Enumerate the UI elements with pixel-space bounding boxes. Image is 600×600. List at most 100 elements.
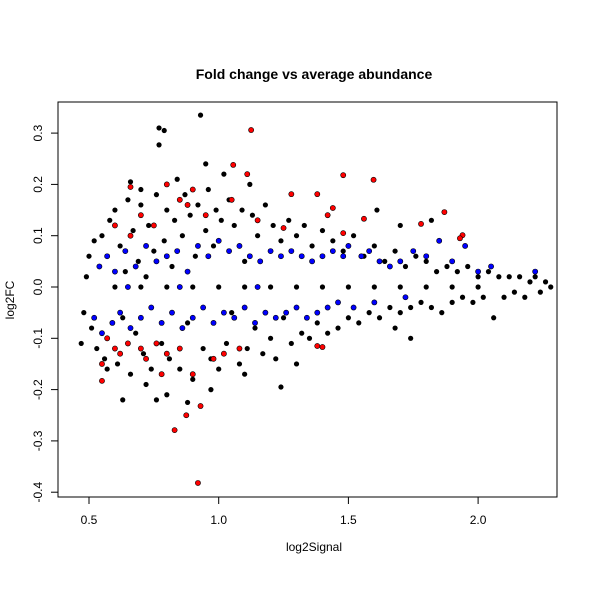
data-point [506,274,512,280]
data-point [293,233,300,239]
data-point [231,314,238,321]
data-point [423,284,429,290]
points-layer [78,112,554,486]
data-point [491,315,497,321]
data-point [340,230,347,237]
y-tick-label: -0.3 [31,430,45,451]
data-point [184,399,191,406]
data-point [242,284,248,290]
data-point [86,253,92,259]
data-point [532,268,539,275]
data-point [190,284,196,290]
data-point [392,248,398,254]
data-point [156,125,162,131]
data-point [148,304,155,311]
data-point [361,215,367,222]
data-point [475,284,481,290]
data-point [370,176,377,183]
data-point [288,340,294,347]
data-point [262,309,269,316]
data-point [133,330,139,336]
data-point [205,186,211,193]
data-point [241,304,248,311]
data-point [324,304,331,311]
data-point [223,340,230,347]
data-point [239,207,245,213]
data-point [397,258,404,265]
data-point [122,248,129,254]
data-point [127,325,134,331]
data-point [137,345,144,352]
data-point [329,248,336,254]
data-point [408,304,414,311]
data-point [345,284,351,290]
data-point [197,403,204,409]
data-point [153,258,160,265]
data-point [177,366,183,372]
axes: 0.5 1.0 1.5 2.0 -0.4 -0.3 -0.2 -0.1 0.0 0.1 0.2 0.3 [31,124,487,527]
data-point [244,171,251,178]
data-point [457,235,463,242]
plot-box [57,101,558,498]
data-point [117,309,124,316]
data-point [208,387,214,393]
data-point [501,294,507,300]
y-tick-label: -0.1 [31,328,45,349]
data-point [262,202,268,208]
data-point [158,320,165,326]
data-point [213,207,219,213]
data-point [374,207,380,213]
data-point [288,191,295,198]
data-point [163,181,170,188]
data-point [150,222,157,229]
data-point [314,320,320,326]
data-point [114,361,121,367]
data-point [159,340,165,347]
y-axis-label: log2FC [3,280,17,319]
x-tick-label: 1.0 [210,513,227,527]
data-point [104,366,110,372]
data-point [189,371,196,378]
data-point [166,356,173,362]
data-point [230,162,237,168]
data-point [537,289,543,295]
data-point [511,289,518,295]
data-point [449,284,455,290]
data-point [293,304,300,311]
data-point [278,253,284,260]
data-point [444,263,450,270]
data-point [408,335,414,341]
data-point [522,294,528,300]
data-point [161,238,167,244]
data-point [517,274,523,280]
data-point [255,233,261,239]
data-point [91,238,97,244]
data-point [99,377,105,384]
data-point [78,340,84,347]
data-point [454,269,460,275]
data-point [195,243,201,249]
data-point [197,112,204,118]
data-point [260,351,266,357]
data-point [81,310,87,316]
data-point [179,325,186,331]
data-point [345,243,352,249]
data-point [475,274,481,280]
data-point [436,237,443,244]
data-point [190,376,196,382]
data-point [117,350,124,357]
data-point [127,371,134,377]
data-point [153,340,160,347]
data-point [306,335,313,341]
data-point [169,263,175,270]
data-point [125,197,131,203]
data-point [371,243,377,249]
data-point [309,243,315,249]
data-point [387,263,393,270]
data-point [220,350,227,357]
x-axis-label: log2Signal [286,540,342,554]
data-point [280,225,287,231]
data-point [423,253,430,260]
data-point [135,258,141,264]
